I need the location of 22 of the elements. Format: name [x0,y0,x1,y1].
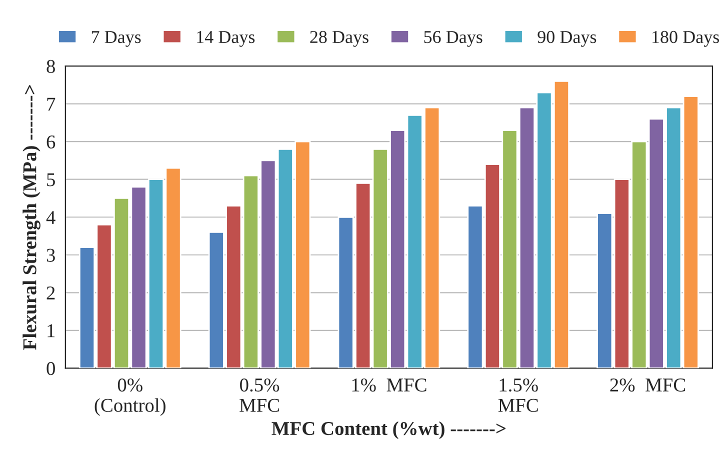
y-tick-label: 7 [47,98,56,111]
y-axis-title: Flexural Strength (MPa) -------> [22,85,40,350]
x-axis-title: MFC Content (%wt) -------> [272,421,506,440]
x-tick-label: 0% (Control) [94,378,166,416]
y-tick-label: 1 [48,324,55,338]
y-tick-label: 0 [46,362,55,376]
legend-label: 7 Days [92,31,141,47]
x-tick-label: 1.5% MFC [498,378,538,412]
legend-label: 14 Days [197,30,255,47]
y-tick-label: 6 [46,135,56,149]
legend-label: 56 Days [424,30,482,47]
y-tick-label: 4 [46,211,56,224]
y-tick-label: 8 [46,60,55,74]
y-tick-label: 5 [47,173,55,186]
legend-label: 28 Days [310,30,368,47]
x-tick-label: 2% MFC [610,378,686,392]
y-tick-label: 2 [46,286,55,300]
x-tick-label: 1% MFC [352,378,426,392]
x-tick-label: 0.5% MFC [240,378,280,412]
legend-label: 90 Days [538,30,596,47]
legend-label: 180 Days [652,30,719,47]
y-tick-label: 3 [46,248,55,262]
